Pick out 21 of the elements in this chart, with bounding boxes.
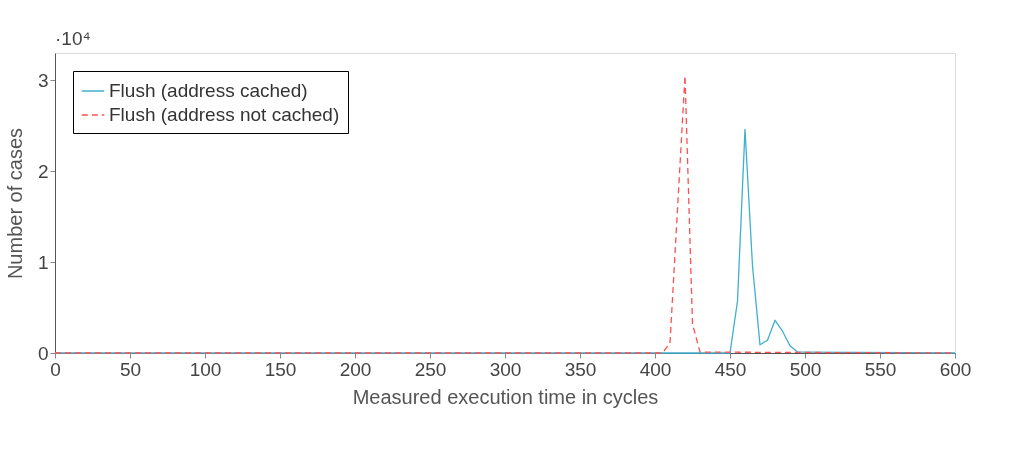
x-tick-label: 300: [489, 358, 522, 380]
y-tick-label: 1: [37, 251, 49, 273]
x-tick-label: 500: [789, 358, 822, 380]
x-tick-label: 450: [714, 358, 747, 380]
x-tick-label: 550: [864, 358, 897, 380]
x-tick-label: 200: [339, 358, 372, 380]
x-tick-label: 50: [119, 358, 142, 380]
x-tick-label: 150: [264, 358, 297, 380]
x-tick-label: 100: [189, 358, 222, 380]
y-tick-label: 2: [37, 160, 49, 182]
legend-label: Flush (address cached): [109, 80, 308, 101]
legend-label: Flush (address not cached): [109, 104, 340, 125]
text: ·10⁴: [55, 28, 91, 49]
x-tick-label: 250: [414, 358, 447, 380]
x-tick-label: 350: [564, 358, 597, 380]
y-axis-title: Number of cases: [3, 127, 26, 280]
x-tick-label: 400: [639, 358, 672, 380]
y-tick-label: 3: [37, 69, 49, 91]
x-tick-label: 600: [939, 358, 972, 380]
y-tick-label: 0: [37, 342, 49, 364]
x-axis-title: Measured execution time in cycles: [352, 385, 659, 408]
